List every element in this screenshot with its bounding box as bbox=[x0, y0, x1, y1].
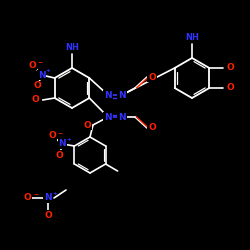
Text: NH: NH bbox=[65, 44, 79, 52]
Text: O: O bbox=[29, 60, 36, 70]
Text: O: O bbox=[48, 132, 56, 140]
Text: N: N bbox=[38, 70, 46, 80]
Text: O: O bbox=[83, 120, 91, 130]
Text: +: + bbox=[46, 68, 50, 73]
Text: O: O bbox=[23, 194, 31, 202]
Text: −: − bbox=[33, 191, 38, 196]
Text: O: O bbox=[226, 84, 234, 92]
Text: N: N bbox=[44, 194, 52, 202]
Text: O: O bbox=[56, 150, 63, 160]
Text: +: + bbox=[66, 137, 71, 142]
Text: N: N bbox=[58, 140, 66, 148]
Text: −: − bbox=[58, 130, 63, 135]
Text: −: − bbox=[38, 59, 43, 64]
Text: O: O bbox=[34, 82, 42, 90]
Text: O: O bbox=[226, 64, 234, 72]
Text: N: N bbox=[104, 112, 112, 122]
Text: O: O bbox=[44, 210, 52, 220]
Text: N: N bbox=[118, 90, 126, 100]
Text: +: + bbox=[52, 191, 56, 196]
Text: N: N bbox=[118, 112, 126, 122]
Text: O: O bbox=[148, 124, 156, 132]
Text: N: N bbox=[104, 90, 112, 100]
Text: NH: NH bbox=[185, 34, 199, 42]
Text: O: O bbox=[148, 72, 156, 82]
Text: O: O bbox=[32, 96, 40, 104]
